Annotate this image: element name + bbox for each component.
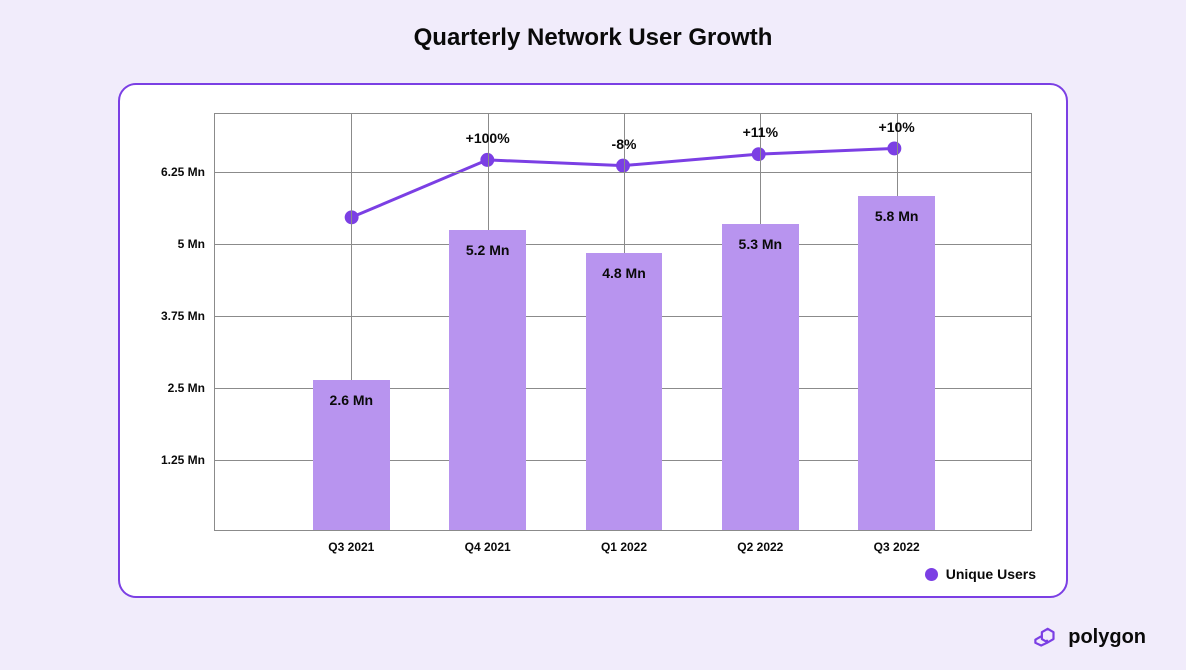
chart-title: Quarterly Network User Growth	[0, 0, 1186, 52]
legend-label: Unique Users	[946, 566, 1036, 582]
xtick-label: Q3 2022	[874, 530, 920, 554]
ytick-label: 1.25 Mn	[161, 453, 215, 467]
legend-marker	[925, 568, 938, 581]
brand-name: polygon	[1068, 626, 1146, 649]
xtick-label: Q3 2021	[328, 530, 374, 554]
gridline-h	[215, 172, 1031, 173]
xtick-label: Q4 2021	[465, 530, 511, 554]
bar: 5.3 Mn	[722, 224, 798, 530]
pct-change-label: +11%	[743, 124, 778, 140]
bar: 5.8 Mn	[858, 196, 934, 530]
pct-change-label: -8%	[612, 136, 637, 152]
bar: 2.6 Mn	[313, 380, 389, 530]
bar-value-label: 2.6 Mn	[330, 392, 374, 408]
pct-change-label: +10%	[879, 119, 915, 135]
ytick-label: 2.5 Mn	[168, 381, 215, 395]
pct-change-label: +100%	[466, 130, 510, 146]
bar-value-label: 5.3 Mn	[739, 236, 783, 252]
brand-logo: polygon	[1034, 624, 1146, 650]
xtick-label: Q2 2022	[737, 530, 783, 554]
line-marker	[887, 141, 901, 155]
line-marker	[616, 159, 630, 173]
ytick-label: 5 Mn	[178, 237, 215, 251]
plot-area: 1.25 Mn2.5 Mn3.75 Mn5 Mn6.25 MnQ3 20212.…	[214, 113, 1032, 531]
line-marker	[752, 147, 766, 161]
ytick-label: 6.25 Mn	[161, 165, 215, 179]
bar: 4.8 Mn	[586, 253, 662, 530]
xtick-label: Q1 2022	[601, 530, 647, 554]
bar-value-label: 4.8 Mn	[602, 265, 646, 281]
bar-value-label: 5.2 Mn	[466, 242, 510, 258]
ytick-label: 3.75 Mn	[161, 309, 215, 323]
polygon-icon	[1034, 624, 1060, 650]
bar-value-label: 5.8 Mn	[875, 208, 919, 224]
legend: Unique Users	[925, 566, 1036, 582]
bar: 5.2 Mn	[449, 230, 525, 530]
